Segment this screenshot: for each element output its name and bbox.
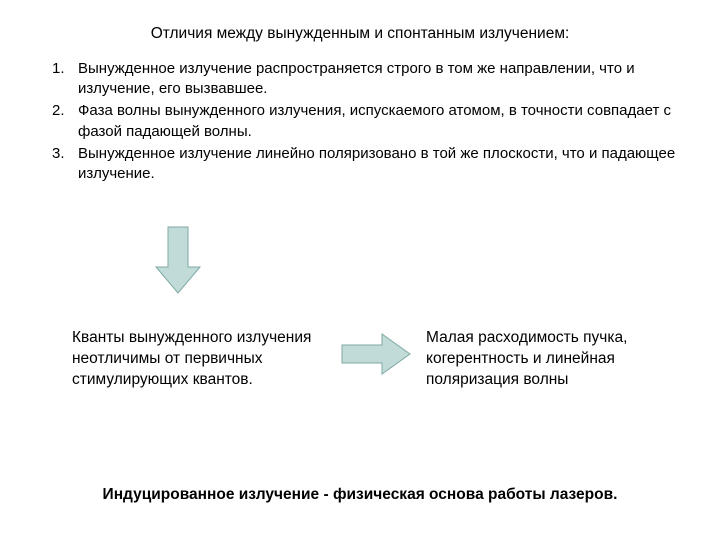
- list-text: Вынужденное излучение линейно поляризова…: [78, 144, 690, 185]
- right-column-text: Малая расходимость пучка, когерентность …: [426, 328, 686, 391]
- list-item: 2. Фаза волны вынужденного излучения, ис…: [52, 101, 690, 142]
- arrow-right-icon: [340, 332, 412, 382]
- arrow-down-shape: [156, 227, 200, 293]
- list-item: 1. Вынужденное излучение распространяетс…: [52, 59, 690, 100]
- differences-list: 1. Вынужденное излучение распространяетс…: [0, 59, 720, 185]
- left-column-text: Кванты вынужденного излучения неотличимы…: [72, 328, 312, 391]
- page-title: Отличия между вынужденным и спонтанным и…: [0, 0, 720, 59]
- list-item: 3. Вынужденное излучение линейно поляриз…: [52, 144, 690, 185]
- arrow-right-shape: [342, 334, 410, 374]
- conclusion-text: Индуцированное излучение - физическая ос…: [0, 485, 720, 506]
- list-number: 3.: [52, 144, 78, 185]
- list-text: Фаза волны вынужденного излучения, испус…: [78, 101, 690, 142]
- list-number: 2.: [52, 101, 78, 142]
- arrow-down-icon: [154, 225, 202, 301]
- list-number: 1.: [52, 59, 78, 100]
- list-text: Вынужденное излучение распространяется с…: [78, 59, 690, 100]
